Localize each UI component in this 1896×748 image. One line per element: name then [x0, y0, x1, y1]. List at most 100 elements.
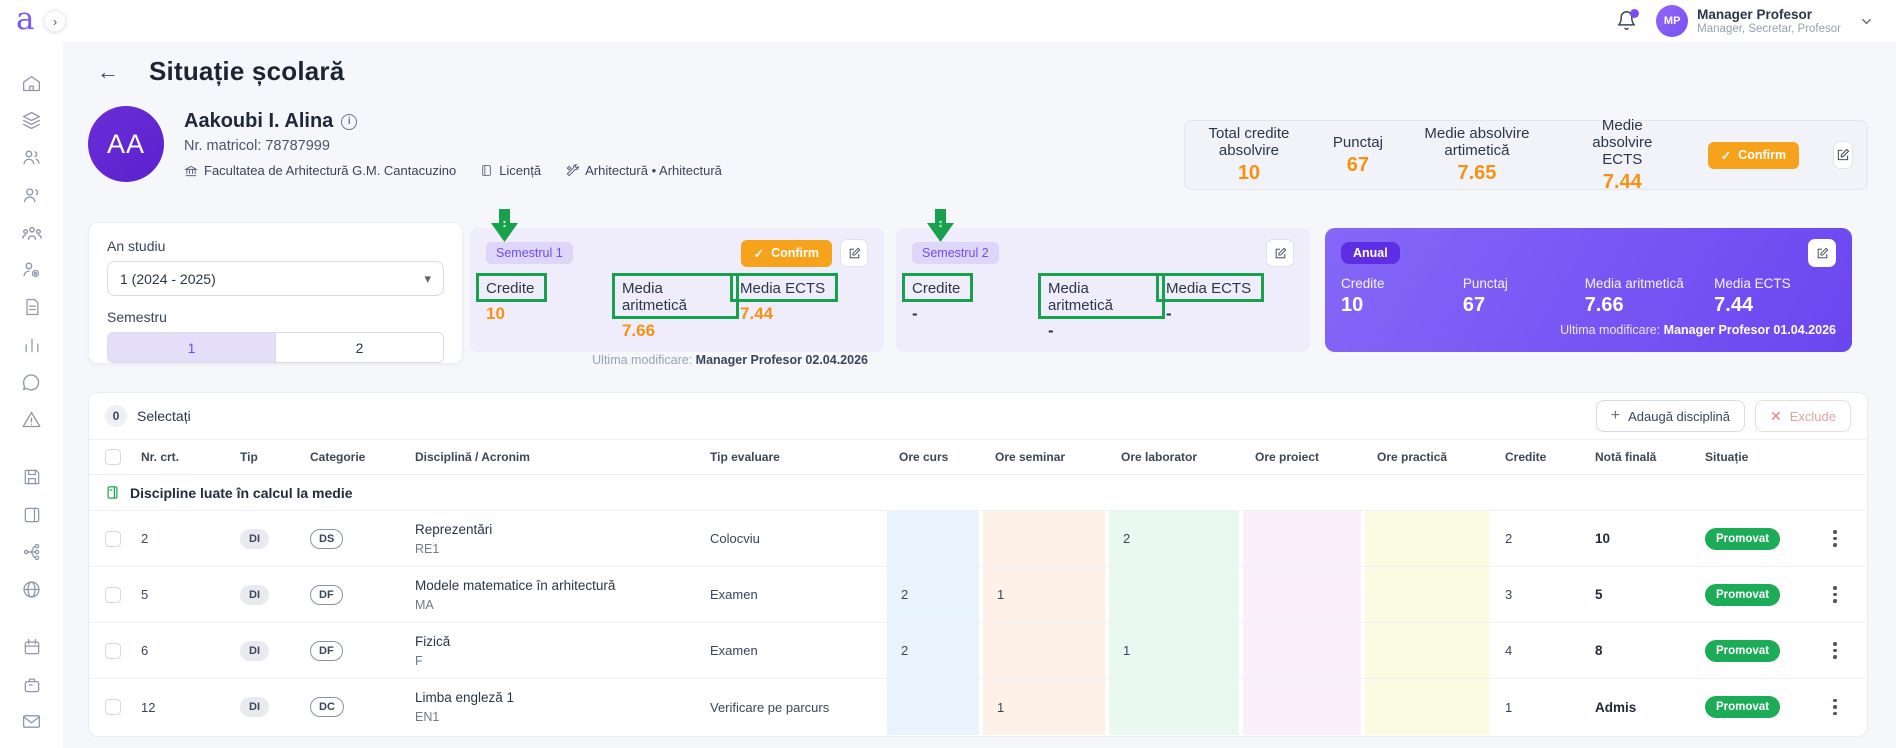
anual-badge: Anual: [1341, 242, 1400, 264]
notifications-bell-icon[interactable]: [1616, 9, 1640, 32]
row-checkbox[interactable]: [104, 699, 121, 715]
user-roles: Manager, Secretar, Profesor: [1697, 23, 1841, 35]
column-header: Disciplină / Acronim: [415, 450, 530, 464]
student-matricol: Nr. matricol: 78787999: [184, 138, 330, 154]
sem1-confirm-button[interactable]: ✓ Confirm: [740, 239, 832, 267]
program-item: Arhitectură • Arhitectură: [565, 163, 722, 178]
discipline-acronym: RE1: [415, 541, 440, 556]
an-studiu-select[interactable]: 1 (2024 - 2025) ▾: [107, 261, 444, 296]
sem2-media-aritmetica-value: -: [1047, 321, 1054, 340]
table-row: 5 DI DF Modele matematice în arhitectură…: [89, 567, 1867, 623]
exclude-button[interactable]: ✕ Exclude: [1755, 400, 1851, 432]
info-icon[interactable]: i: [341, 113, 358, 130]
table-row: 2 DI DS Reprezentări RE1 Colocviu 2 2 10 …: [89, 511, 1867, 567]
categorie-badge: DF: [310, 640, 343, 661]
notification-dot: [1630, 9, 1640, 18]
discipline-name: Modele matematice în arhitectură: [415, 577, 616, 593]
sem1-media-aritmetica-label: Media aritmetică: [611, 273, 740, 319]
discipline-acronym: EN1: [415, 710, 440, 724]
tip-badge: DI: [240, 640, 269, 661]
discipline-name: Reprezentări: [415, 521, 493, 537]
faculty-item: Facultatea de Arhitectură G.M. Cantacuzi…: [184, 163, 456, 178]
summary-stat-label: Medie absolvire ECTS: [1592, 116, 1653, 168]
structure-icon[interactable]: [20, 541, 44, 563]
sem1-credite-value: 10: [486, 304, 505, 323]
row-checkbox[interactable]: [104, 530, 121, 547]
row-menu-icon[interactable]: [1825, 698, 1845, 716]
user-menu-chevron-icon[interactable]: [1859, 14, 1874, 29]
status-badge: Promovat: [1705, 527, 1781, 550]
student-avatar: AA: [88, 106, 164, 182]
user-avatar: MP: [1656, 5, 1689, 37]
messages-icon[interactable]: [20, 371, 44, 393]
tab-semestru-1[interactable]: 1: [108, 333, 275, 362]
sem2-credite-value: -: [912, 304, 918, 323]
edit-button[interactable]: [1833, 141, 1853, 169]
semestrul-1-card: Semestrul 1 ✓ Confirm Credite 10 Media ari…: [470, 228, 884, 367]
column-header: Ore seminar: [995, 450, 1066, 464]
sem1-edit-button[interactable]: [840, 239, 868, 267]
sem2-media-aritmetica-label: Media aritmetică: [1037, 273, 1166, 319]
table-row: 6 DI DF Fizică F Examen 2 1 4 8 Promovat: [89, 623, 1867, 679]
book-icon: [482, 165, 491, 176]
select-all-checkbox[interactable]: [104, 449, 121, 465]
column-header: Nr. crt.: [141, 450, 180, 464]
semestrul-2-badge: Semestrul 2: [912, 242, 999, 264]
anual-credite-value: 10: [1341, 294, 1364, 316]
add-discipline-button[interactable]: + Adaugă disciplină: [1595, 400, 1746, 432]
alerts-icon[interactable]: [20, 408, 44, 430]
mail-icon[interactable]: [20, 711, 44, 733]
anual-credite-label: Credite: [1341, 276, 1385, 291]
sem1-media-ects-label: Media ECTS: [730, 273, 839, 302]
home-icon[interactable]: [20, 72, 44, 94]
plus-icon: +: [1610, 407, 1621, 424]
annotation-arrow-sem1: [491, 209, 518, 242]
anual-edit-button[interactable]: [1808, 239, 1836, 267]
documents-icon[interactable]: [20, 296, 44, 318]
chevron-down-icon: ▾: [424, 270, 431, 286]
table-section-header: Discipline luate în calcul la medie: [89, 475, 1867, 511]
main-content: ← Situație școlară AA Aakoubi I. Alina i…: [63, 42, 1896, 748]
sem1-last-modified: Ultima modificare: Manager Profesor 02.0…: [592, 353, 868, 367]
work-icon[interactable]: [20, 673, 44, 695]
back-arrow-icon[interactable]: ←: [97, 58, 119, 84]
confirm-button[interactable]: ✓ Confirm: [1707, 141, 1800, 169]
sidebar: [0, 42, 63, 748]
sem2-edit-button[interactable]: [1266, 239, 1294, 267]
summary-stat-label: Medie absolvire artimetică: [1424, 125, 1530, 159]
discipline-name: Fizică: [415, 633, 451, 649]
row-menu-icon[interactable]: [1825, 530, 1845, 547]
anual-media-ects-label: Media ECTS: [1714, 276, 1791, 291]
user-roles-icon[interactable]: [20, 259, 44, 281]
summary-stat-label: Punctaj: [1332, 133, 1383, 151]
discipline-acronym: MA: [415, 597, 434, 612]
student-name: Aakoubi I. Alina: [184, 110, 334, 132]
row-menu-icon[interactable]: [1825, 642, 1845, 659]
catalog-icon[interactable]: [20, 503, 44, 525]
portal-icon[interactable]: [20, 578, 44, 600]
students-icon[interactable]: [20, 147, 44, 169]
groups-icon[interactable]: [20, 221, 44, 243]
user-menu[interactable]: MP Manager Profesor Manager, Secretar, P…: [1656, 5, 1841, 37]
anual-media-ects-value: 7.44: [1714, 294, 1754, 316]
top-bar: a MP Manager Profesor Manager, Secretar,…: [0, 0, 1896, 42]
records-icon[interactable]: [20, 466, 44, 488]
tab-semestru-2[interactable]: 2: [275, 333, 443, 362]
sem2-media-ects-value: -: [1166, 304, 1172, 323]
users-icon[interactable]: [20, 184, 44, 206]
sidebar-expand-button[interactable]: ›: [44, 10, 66, 32]
calendar-icon[interactable]: [20, 636, 44, 658]
row-menu-icon[interactable]: [1825, 586, 1845, 603]
sem1-credite-label: Credite: [475, 273, 548, 302]
column-header: Credite: [1505, 450, 1547, 464]
semestrul-1-badge: Semestrul 1: [486, 242, 573, 264]
app-logo[interactable]: a: [16, 1, 35, 37]
anual-media-aritmetica-label: Media aritmetică: [1584, 276, 1684, 291]
row-checkbox[interactable]: [104, 586, 121, 603]
column-header: Ore curs: [899, 450, 949, 464]
row-checkbox[interactable]: [104, 642, 121, 659]
disciplines-table-card: 0 Selectați + Adaugă disciplină ✕ Exclude …: [88, 392, 1868, 737]
layers-icon[interactable]: [20, 109, 44, 131]
reports-icon[interactable]: [20, 334, 44, 356]
